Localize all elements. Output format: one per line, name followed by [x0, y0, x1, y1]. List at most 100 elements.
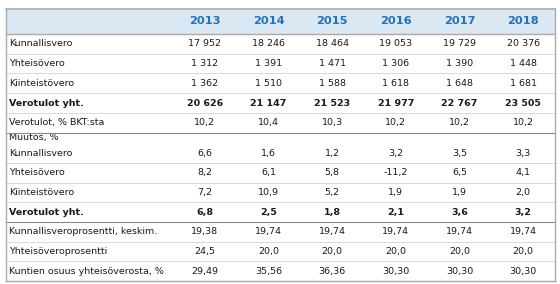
Text: 2018: 2018 [507, 16, 539, 26]
Text: Verotulot, % BKT:sta: Verotulot, % BKT:sta [9, 118, 104, 127]
Text: 1 448: 1 448 [510, 59, 536, 68]
Text: 1 391: 1 391 [255, 59, 282, 68]
Text: Kunnallisvero: Kunnallisvero [9, 39, 72, 49]
Text: 10,9: 10,9 [258, 188, 279, 197]
Text: 24,5: 24,5 [194, 247, 215, 256]
Text: 23 505: 23 505 [505, 99, 541, 108]
Text: 19 053: 19 053 [379, 39, 412, 49]
Text: 20,0: 20,0 [258, 247, 279, 256]
Text: 2017: 2017 [444, 16, 475, 26]
Bar [6, 222, 555, 242]
Text: 1 618: 1 618 [382, 79, 409, 88]
Text: 1 510: 1 510 [255, 79, 282, 88]
Text: 1 588: 1 588 [319, 79, 346, 88]
Text: Yhteisöveroprosentti: Yhteisöveroprosentti [9, 247, 107, 256]
Text: Muutos, %: Muutos, % [9, 133, 59, 143]
Text: Yhteisövero: Yhteisövero [9, 59, 65, 68]
Text: 3,5: 3,5 [452, 149, 467, 158]
Text: Yhteisövero: Yhteisövero [9, 168, 65, 178]
Text: 22 767: 22 767 [441, 99, 478, 108]
Bar [6, 113, 555, 133]
Bar [6, 9, 555, 34]
Text: 1 306: 1 306 [382, 59, 409, 68]
Bar [6, 163, 555, 183]
Text: 2,1: 2,1 [388, 208, 404, 217]
Text: 7,2: 7,2 [197, 188, 212, 197]
Text: 20,0: 20,0 [321, 247, 343, 256]
Text: 19,74: 19,74 [255, 227, 282, 237]
Text: 4,1: 4,1 [516, 168, 531, 178]
Text: 10,4: 10,4 [258, 118, 279, 127]
Bar [6, 262, 555, 281]
Text: 19,38: 19,38 [192, 227, 218, 237]
Text: 2014: 2014 [253, 16, 284, 26]
Text: 19,74: 19,74 [510, 227, 536, 237]
Text: Kunnallisveroprosentti, keskim.: Kunnallisveroprosentti, keskim. [9, 227, 157, 237]
Text: 1,9: 1,9 [452, 188, 467, 197]
Text: 2,5: 2,5 [260, 208, 277, 217]
Text: Verotulot yht.: Verotulot yht. [9, 99, 84, 108]
Bar [6, 202, 555, 222]
Text: 1 648: 1 648 [446, 79, 473, 88]
Text: 1,9: 1,9 [388, 188, 403, 197]
Bar [6, 93, 555, 113]
Text: 10,2: 10,2 [385, 118, 407, 127]
Bar [6, 74, 555, 93]
Bar [6, 242, 555, 262]
Text: 1,6: 1,6 [261, 149, 276, 158]
Text: 10,3: 10,3 [321, 118, 343, 127]
Text: 3,3: 3,3 [516, 149, 531, 158]
Bar [6, 183, 555, 202]
Text: 1 471: 1 471 [319, 59, 346, 68]
Text: 20 626: 20 626 [186, 99, 223, 108]
Text: 21 147: 21 147 [250, 99, 287, 108]
Text: -11,2: -11,2 [384, 168, 408, 178]
Text: 35,56: 35,56 [255, 267, 282, 276]
Text: Kiinteistövero: Kiinteistövero [9, 188, 74, 197]
Text: 20,0: 20,0 [449, 247, 470, 256]
Text: 2015: 2015 [316, 16, 348, 26]
Text: 3,6: 3,6 [451, 208, 468, 217]
Text: 30,30: 30,30 [382, 267, 409, 276]
Text: 20 376: 20 376 [507, 39, 540, 49]
Text: 6,6: 6,6 [197, 149, 212, 158]
Text: 10,2: 10,2 [512, 118, 534, 127]
Text: 18 246: 18 246 [252, 39, 285, 49]
Text: 21 523: 21 523 [314, 99, 350, 108]
Text: 2,0: 2,0 [516, 188, 531, 197]
Text: 36,36: 36,36 [319, 267, 346, 276]
Text: 1,8: 1,8 [324, 208, 340, 217]
Text: 3,2: 3,2 [515, 208, 531, 217]
Bar [6, 133, 555, 143]
Text: 1 312: 1 312 [192, 59, 218, 68]
Text: 30,30: 30,30 [446, 267, 473, 276]
Text: 29,49: 29,49 [192, 267, 218, 276]
Text: Kuntien osuus yhteisöverosta, %: Kuntien osuus yhteisöverosta, % [9, 267, 164, 276]
Text: 5,2: 5,2 [325, 188, 339, 197]
Text: 6,8: 6,8 [196, 208, 213, 217]
Text: 19,74: 19,74 [382, 227, 409, 237]
Text: 18 464: 18 464 [316, 39, 349, 49]
Text: 30,30: 30,30 [510, 267, 536, 276]
Text: 3,2: 3,2 [388, 149, 403, 158]
Text: 19,74: 19,74 [319, 227, 346, 237]
Text: 2016: 2016 [380, 16, 412, 26]
Text: 1 362: 1 362 [192, 79, 218, 88]
Text: 1 390: 1 390 [446, 59, 473, 68]
Text: 19,74: 19,74 [446, 227, 473, 237]
Text: 8,2: 8,2 [197, 168, 212, 178]
Text: Verotulot yht.: Verotulot yht. [9, 208, 84, 217]
Text: 21 977: 21 977 [377, 99, 414, 108]
Text: 1 681: 1 681 [510, 79, 536, 88]
Text: 19 729: 19 729 [443, 39, 476, 49]
Text: 6,5: 6,5 [452, 168, 467, 178]
Text: Kiinteistövero: Kiinteistövero [9, 79, 74, 88]
Bar [6, 54, 555, 74]
Text: 5,8: 5,8 [325, 168, 339, 178]
Text: 1,2: 1,2 [325, 149, 339, 158]
Bar [6, 34, 555, 54]
Text: 2013: 2013 [189, 16, 221, 26]
Text: 20,0: 20,0 [512, 247, 534, 256]
Text: Kunnallisvero: Kunnallisvero [9, 149, 72, 158]
Text: 10,2: 10,2 [194, 118, 215, 127]
